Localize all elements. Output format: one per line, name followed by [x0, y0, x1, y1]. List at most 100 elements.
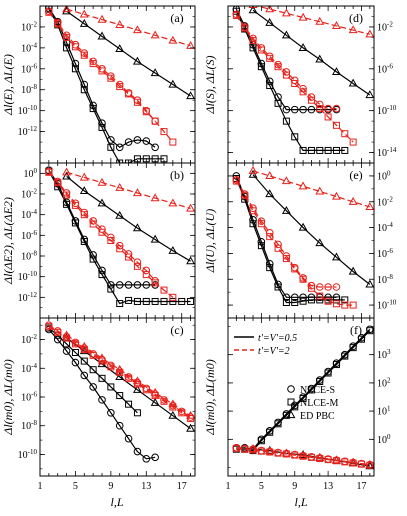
- data-point: [133, 281, 142, 289]
- data-point: [97, 31, 107, 40]
- x-tick-label: 17: [356, 481, 366, 492]
- data-point: [249, 44, 257, 52]
- data-point: [324, 456, 332, 464]
- data-point: [116, 83, 124, 91]
- data-point: [186, 423, 195, 432]
- data-point: [97, 359, 107, 368]
- data-point: [257, 63, 265, 71]
- data-point: [115, 182, 125, 191]
- data-point: [282, 411, 290, 419]
- legend-line-label: t'=V'=2: [258, 346, 290, 357]
- data-point: [125, 296, 133, 304]
- panel-label: (b): [170, 168, 184, 182]
- data-point: [53, 335, 62, 344]
- y-axis-label: Δl(ΔE2), ΔL(ΔE2): [1, 197, 15, 285]
- data-point: [124, 434, 133, 443]
- data-point: [299, 88, 307, 96]
- data-point: [257, 220, 265, 228]
- y-tick-label: 10-4: [21, 208, 37, 221]
- data-point: [332, 191, 341, 200]
- data-point: [142, 297, 150, 305]
- data-point: [107, 143, 115, 151]
- data-point: [133, 409, 141, 417]
- data-point: [63, 44, 71, 52]
- data-point: [142, 137, 151, 145]
- panel-series-group: [45, 321, 195, 463]
- data-point: [115, 372, 125, 380]
- data-point: [98, 67, 106, 75]
- data-point: [115, 44, 125, 53]
- data-point: [89, 220, 97, 228]
- y-tick-label: 10-8: [21, 83, 37, 96]
- data-point: [241, 24, 249, 32]
- panel-series-group: [45, 166, 195, 308]
- y-tick-label: 10-2: [377, 20, 393, 33]
- series-line: [48, 169, 156, 286]
- data-point: [133, 447, 142, 456]
- panel-c: 1 5 9 13 17 10-2 10-4 10-6 10-8 10-10 (c) Δl(m0), Δ…: [1, 317, 196, 492]
- data-point: [124, 281, 133, 289]
- data-point: [298, 450, 308, 459]
- data-point: [341, 296, 349, 304]
- data-point: [186, 410, 195, 419]
- y-tick-label: 10-8: [21, 419, 37, 432]
- data-point: [365, 90, 374, 99]
- data-point: [265, 171, 275, 180]
- data-point: [274, 244, 282, 252]
- data-point: [71, 59, 80, 68]
- data-point: [265, 446, 275, 455]
- data-point: [62, 6, 72, 13]
- data-point: [290, 293, 299, 302]
- y-tick-label: 10-4: [21, 41, 37, 54]
- data-point: [232, 177, 240, 185]
- data-point: [80, 211, 88, 219]
- data-point: [248, 6, 258, 14]
- y-tick-label: 10-4: [377, 221, 393, 234]
- data-point: [281, 8, 291, 17]
- data-point: [150, 193, 160, 202]
- data-point: [248, 169, 258, 178]
- data-point: [71, 348, 79, 356]
- data-point: [151, 143, 159, 152]
- data-point: [98, 123, 106, 131]
- data-point: [62, 6, 72, 15]
- data-point: [266, 82, 274, 90]
- data-point: [63, 33, 71, 41]
- data-point: [151, 117, 159, 125]
- data-point: [281, 205, 291, 214]
- data-point: [125, 253, 133, 261]
- data-point: [249, 220, 257, 228]
- data-point: [315, 453, 325, 462]
- data-point: [89, 105, 97, 113]
- panel-a: 10-2 10-4 10-6 10-8 10-10 10-12 (a) Δl(E), ΔL(E…: [1, 5, 196, 164]
- data-point: [241, 191, 249, 199]
- data-point: [282, 117, 290, 125]
- panel-label: (a): [170, 11, 183, 25]
- series-line: [48, 10, 156, 122]
- panel-b: 100 10-2 10-4 10-6 10-8 10-10 10-12 (b) Δl(ΔE2),…: [1, 162, 196, 319]
- data-point: [315, 16, 325, 25]
- y-tick-label: 10-2: [21, 333, 37, 346]
- data-point: [316, 292, 324, 300]
- data-point: [62, 171, 72, 180]
- data-point: [365, 459, 374, 468]
- data-point: [133, 136, 142, 144]
- data-point: [265, 17, 275, 26]
- data-point: [299, 146, 307, 154]
- data-point: [62, 38, 71, 47]
- data-point: [348, 266, 358, 275]
- data-point: [98, 271, 106, 279]
- data-point: [125, 90, 133, 98]
- data-point: [299, 275, 307, 283]
- data-point: [115, 421, 124, 430]
- series-line: [48, 8, 164, 163]
- data-point: [79, 172, 89, 181]
- data-point: [115, 143, 124, 152]
- data-point: [89, 255, 97, 263]
- data-point: [124, 138, 133, 146]
- y-tick-label: 10-2: [21, 20, 37, 33]
- x-tick-label: 9: [292, 481, 297, 492]
- legend-marker-label: ED PBC: [300, 411, 335, 422]
- data-point: [133, 297, 141, 305]
- data-point: [298, 43, 308, 51]
